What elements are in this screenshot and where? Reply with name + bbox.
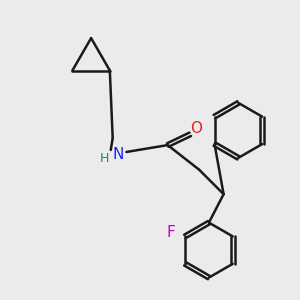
- Text: F: F: [167, 225, 176, 240]
- Text: O: O: [190, 121, 202, 136]
- Text: N: N: [113, 147, 124, 162]
- Text: H: H: [100, 152, 110, 165]
